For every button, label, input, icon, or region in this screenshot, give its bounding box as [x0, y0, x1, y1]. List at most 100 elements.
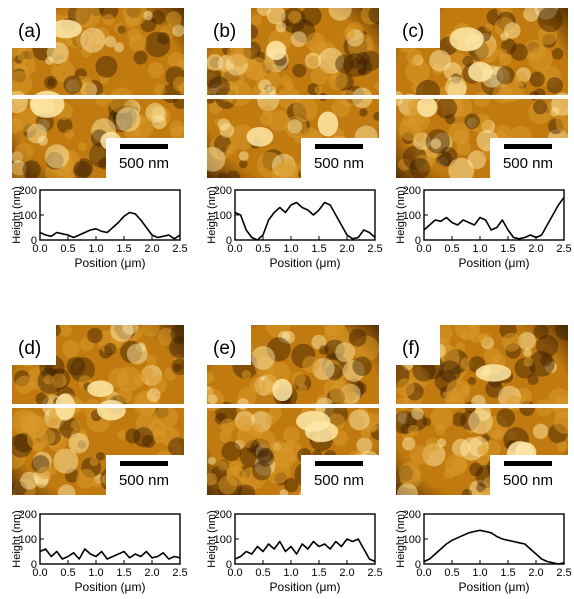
x-tick-label: 1.5	[311, 243, 326, 255]
scale-bar-label: 500 nm	[314, 155, 364, 172]
x-tick-label: 0.5	[255, 567, 270, 579]
x-tick-label: 1.5	[500, 567, 515, 579]
plot-frame	[423, 513, 565, 565]
scale-bar	[315, 144, 363, 149]
y-tick-label: 0	[226, 559, 232, 571]
y-tick-label: 100	[214, 534, 232, 546]
panel-b: (b) 500 nm 0 100 200 0.0 0.5 1.0 1.5 2.0 2.5 Positi…	[206, 8, 383, 270]
y-tick-label: 200	[403, 185, 421, 197]
x-tick-label: 2.0	[144, 567, 159, 579]
label-backdrop	[12, 8, 56, 48]
label-backdrop	[396, 8, 440, 48]
x-tick-label: 0.5	[255, 243, 270, 255]
profile-line	[234, 538, 376, 563]
scale-bar	[120, 461, 168, 466]
panel-label: (f)	[402, 338, 420, 359]
scale-bar-label: 500 nm	[119, 155, 169, 172]
x-tick-label: 0.0	[227, 567, 242, 579]
x-tick-label: 0.5	[444, 243, 459, 255]
scale-bar	[120, 144, 168, 149]
x-axis-label: Position (μm)	[75, 580, 146, 594]
x-tick-label: 0.0	[227, 243, 242, 255]
x-tick-label: 1.0	[283, 567, 298, 579]
profile-line	[39, 548, 181, 560]
plot-frame	[234, 189, 376, 241]
x-tick-label: 0.5	[444, 567, 459, 579]
y-tick-label: 0	[31, 559, 37, 571]
x-tick-label: 2.0	[339, 243, 354, 255]
x-tick-label: 0.5	[60, 567, 75, 579]
x-tick-label: 2.5	[367, 243, 382, 255]
height-profile-chart: 0 100 200 0.0 0.5 1.0 1.5 2.0 2.5 Position (μm) He…	[11, 185, 188, 270]
panel-e: (e) 500 nm 0 100 200 0.0 0.5 1.0 1.5 2.0 2.5 Positi…	[206, 325, 383, 594]
y-axis-label: Height (nm)	[395, 186, 407, 243]
y-tick-label: 200	[214, 185, 232, 197]
y-axis-label: Height (nm)	[206, 510, 218, 567]
x-axis-label: Position (μm)	[75, 256, 146, 270]
y-axis-label: Height (nm)	[11, 510, 23, 567]
x-tick-label: 0.5	[60, 243, 75, 255]
label-backdrop	[207, 325, 251, 365]
x-tick-label: 2.5	[367, 567, 382, 579]
x-tick-label: 1.0	[88, 243, 103, 255]
line-cut-marker	[396, 404, 568, 408]
y-tick-label: 0	[31, 235, 37, 247]
y-tick-label: 200	[214, 509, 232, 521]
x-tick-label: 2.5	[172, 243, 187, 255]
x-tick-label: 1.5	[116, 567, 131, 579]
panel-c: (c) 500 nm 0 100 200 0.0 0.5 1.0 1.5 2.0 2.5 Positi…	[395, 8, 572, 270]
scale-bar-label: 500 nm	[503, 155, 553, 172]
x-tick-label: 1.0	[472, 243, 487, 255]
x-tick-label: 1.0	[88, 567, 103, 579]
x-tick-label: 1.5	[311, 567, 326, 579]
y-tick-label: 0	[415, 559, 421, 571]
y-axis-label: Height (nm)	[206, 186, 218, 243]
x-tick-label: 2.0	[339, 567, 354, 579]
profile-line	[423, 197, 565, 240]
x-tick-label: 1.0	[283, 243, 298, 255]
x-tick-label: 2.0	[144, 243, 159, 255]
plot-frame	[39, 189, 181, 241]
line-cut-marker	[12, 95, 184, 99]
scale-bar-label: 500 nm	[314, 472, 364, 489]
label-backdrop	[207, 8, 251, 48]
scale-bar	[315, 461, 363, 466]
x-tick-label: 2.0	[528, 243, 543, 255]
y-tick-label: 100	[214, 210, 232, 222]
y-tick-label: 100	[403, 210, 421, 222]
y-tick-label: 200	[19, 185, 37, 197]
y-axis-label: Height (nm)	[11, 186, 23, 243]
x-tick-label: 2.0	[528, 567, 543, 579]
height-profile-chart: 0 100 200 0.0 0.5 1.0 1.5 2.0 2.5 Position (μm) He…	[11, 509, 188, 594]
panel-label: (e)	[213, 338, 236, 359]
line-cut-marker	[207, 95, 379, 99]
height-profile-chart: 0 100 200 0.0 0.5 1.0 1.5 2.0 2.5 Position (μm) He…	[395, 509, 572, 594]
x-tick-label: 1.0	[472, 567, 487, 579]
y-tick-label: 100	[403, 534, 421, 546]
y-tick-label: 0	[415, 235, 421, 247]
y-tick-label: 100	[19, 210, 37, 222]
panel-label: (d)	[18, 338, 41, 359]
x-axis-label: Position (μm)	[270, 256, 341, 270]
y-tick-label: 0	[226, 235, 232, 247]
scale-bar-label: 500 nm	[503, 472, 553, 489]
profile-line	[39, 211, 181, 240]
panel-label: (c)	[402, 21, 424, 42]
line-cut-marker	[396, 95, 568, 99]
profile-line	[423, 529, 565, 565]
panel-label: (b)	[213, 21, 236, 42]
height-profile-chart: 0 100 200 0.0 0.5 1.0 1.5 2.0 2.5 Position (μm) He…	[206, 509, 383, 594]
x-tick-label: 0.0	[416, 567, 431, 579]
x-tick-label: 0.0	[32, 567, 47, 579]
y-tick-label: 200	[403, 509, 421, 521]
x-tick-label: 2.5	[556, 243, 571, 255]
scale-bar-label: 500 nm	[119, 472, 169, 489]
height-profile-chart: 0 100 200 0.0 0.5 1.0 1.5 2.0 2.5 Position (μm) He…	[206, 185, 383, 270]
profile-line	[234, 201, 376, 241]
y-tick-label: 100	[19, 534, 37, 546]
x-tick-label: 0.0	[32, 243, 47, 255]
label-backdrop	[12, 325, 56, 365]
x-tick-label: 1.5	[500, 243, 515, 255]
